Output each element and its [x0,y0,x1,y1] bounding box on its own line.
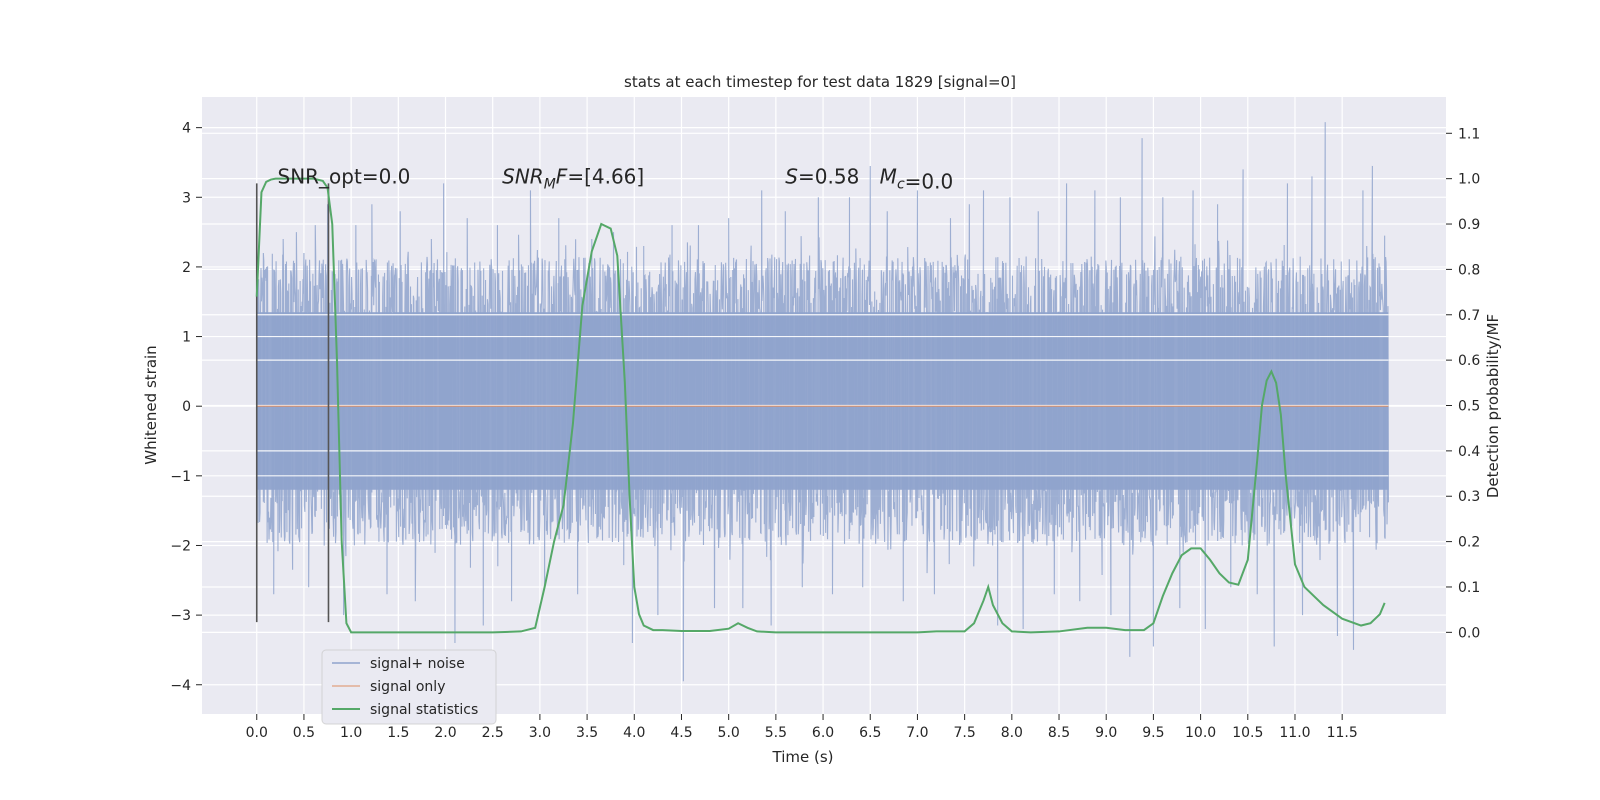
x-tick-label: 6.0 [812,725,834,741]
x-tick-label: 4.0 [623,725,645,741]
y-tick-label: −3 [170,608,191,624]
y2-tick-label: 0.6 [1458,353,1480,369]
y2-tick-label: 0.9 [1458,217,1480,233]
y-axis-ticks: 4 3 2 1 0 −1 −2 −3 −4 [170,121,202,694]
x-tick-label: 10.5 [1232,725,1263,741]
y2-tick-label: 0.4 [1458,444,1480,460]
x-tick-label: 1.0 [340,725,362,741]
signal-statistics-line [255,177,1386,634]
annotations: SNR_opt=0.0 SNRMF=[4.66] S=0.58 Mc=0.0 [278,164,954,193]
y2-tick-label: 0.3 [1458,489,1480,505]
x-tick-label: 9.5 [1142,725,1164,741]
x-tick-label: 10.0 [1185,725,1216,741]
annotation: Mc=0.0 [880,164,954,193]
series-signal-noise [256,122,1389,682]
legend-label-signal-only: signal only [370,679,445,695]
y2-tick-label: 0.0 [1458,625,1480,641]
annotation: S=0.58 [785,164,859,188]
y-tick-label: −4 [170,678,191,694]
y-tick-label: 0 [182,399,191,415]
x-tick-label: 9.0 [1095,725,1117,741]
signal-noise-core [256,312,1389,490]
x-tick-label: 8.5 [1048,725,1070,741]
x-tick-label: 0.0 [246,725,268,741]
vertical-markers [255,183,330,623]
y2-tick-label: 0.7 [1458,308,1480,324]
x-tick-label: 2.0 [434,725,456,741]
annotation: SNRMF=[4.66] [502,164,644,192]
y2-tick-label: 0.1 [1458,580,1480,596]
y2-axis-ticks: 1.1 1.0 0.9 0.8 0.7 0.6 0.5 0.4 0.3 0.2 0.1 0.0 [1446,126,1480,641]
y2-tick-label: 1.1 [1458,126,1480,142]
chart-title: stats at each timestep for test data 182… [624,73,1016,91]
legend-label-signal-statistics: signal statistics [370,702,478,718]
x-tick-label: 0.5 [293,725,315,741]
x-tick-label: 11.5 [1327,725,1358,741]
x-tick-label: 4.5 [670,725,692,741]
x-axis-ticks: 0.0 0.5 1.0 1.5 2.0 2.5 3.0 3.5 4.0 4.5 5.0 5.5 6.0 6… [246,714,1358,741]
legend: signal+ noise signal only signal statist… [321,649,497,725]
annotation: SNR_opt=0.0 [278,164,411,188]
x-tick-label: 5.5 [765,725,787,741]
x-tick-label: 8.0 [1001,725,1023,741]
y-tick-label: 3 [182,190,191,206]
x-tick-label: 3.0 [529,725,551,741]
x-tick-label: 3.5 [576,725,598,741]
x-tick-label: 1.5 [387,725,409,741]
y-tick-label: 2 [182,260,191,276]
legend-box [321,649,497,725]
x-tick-label: 11.0 [1279,725,1310,741]
x-tick-label: 6.5 [859,725,881,741]
x-tick-label: 7.5 [954,725,976,741]
x-tick-label: 5.0 [718,725,740,741]
x-axis-label: Time (s) [772,748,834,766]
y-axis-label: Whitened strain [142,345,160,464]
y2-tick-label: 0.5 [1458,399,1480,415]
y-tick-label: −2 [170,538,191,554]
series-signal-statistics [255,177,1386,634]
y-tick-label: 1 [182,330,191,346]
y2-axis-label: Detection probability/MF [1484,314,1502,498]
y-tick-label: −1 [170,469,191,485]
x-tick-label: 2.5 [482,725,504,741]
y2-tick-label: 0.8 [1458,262,1480,278]
y2-tick-label: 0.2 [1458,535,1480,551]
x-tick-label: 7.0 [906,725,928,741]
y-tick-label: 4 [182,121,191,137]
legend-label-signal-noise: signal+ noise [370,656,465,672]
y2-tick-label: 1.0 [1458,172,1480,188]
